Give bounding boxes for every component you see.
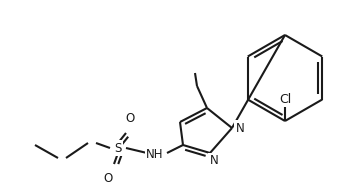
Text: N: N	[210, 155, 218, 168]
Text: O: O	[103, 172, 113, 185]
Text: Cl: Cl	[279, 92, 291, 105]
Text: N: N	[236, 121, 244, 134]
Text: NH: NH	[146, 148, 164, 162]
Text: O: O	[125, 112, 135, 125]
Text: S: S	[114, 142, 122, 155]
